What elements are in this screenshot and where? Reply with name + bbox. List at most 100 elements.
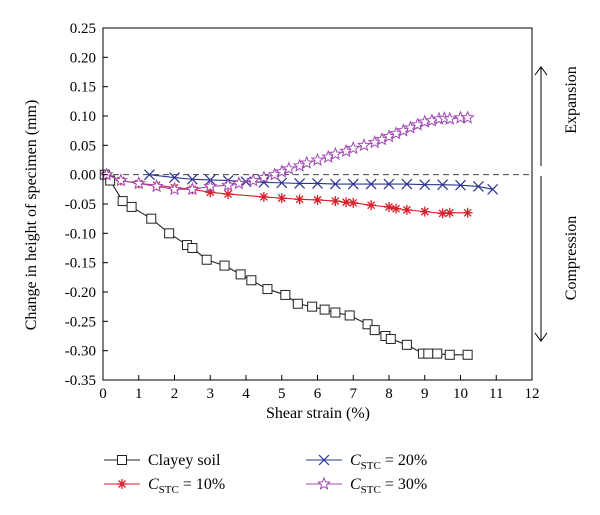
x-tick-label: 9 xyxy=(421,386,429,402)
y-axis-label: Change in height of specimen (mm) xyxy=(23,100,40,331)
expansion-label: Expansion xyxy=(563,66,580,134)
data-point-cross xyxy=(276,177,288,189)
legend-var: C xyxy=(350,476,361,493)
data-point-square xyxy=(219,260,230,271)
data-point-square xyxy=(117,455,127,465)
series-line xyxy=(106,174,468,214)
series-line xyxy=(104,174,468,356)
data-point-star xyxy=(356,137,371,152)
x-tick-label: 10 xyxy=(453,386,468,402)
x-tick-label: 2 xyxy=(171,386,179,402)
x-tick-label: 6 xyxy=(314,386,322,402)
data-point-square xyxy=(330,307,341,318)
legend-label-c10: CSTC = 10% xyxy=(148,476,225,496)
data-point-star xyxy=(203,179,218,193)
data-point-square xyxy=(126,201,137,212)
legend-marker-cross xyxy=(318,454,330,466)
data-point-cross xyxy=(487,183,499,195)
y-tick-label: -0.05 xyxy=(65,197,96,213)
legend-label-c20: CSTC = 20% xyxy=(350,452,427,472)
data-point-square xyxy=(201,254,212,265)
data-point-square xyxy=(187,243,198,253)
y-tick-label: -0.25 xyxy=(65,314,96,330)
legend-sub: STC xyxy=(361,484,381,496)
data-point-square xyxy=(369,325,380,336)
data-point-cross xyxy=(186,173,198,185)
legend-item-c30: CSTC = 30% xyxy=(306,476,427,496)
compression-arrow-head xyxy=(534,332,548,342)
y-tick-label: 0.25 xyxy=(70,21,96,37)
data-point-cross xyxy=(294,178,306,189)
y-tick-label: -0.10 xyxy=(65,226,96,242)
data-point-cross xyxy=(419,179,431,191)
data-point-star xyxy=(99,167,114,181)
y-tick-label: 0.00 xyxy=(70,168,96,184)
data-point-cross xyxy=(312,178,323,189)
data-point-cross xyxy=(365,178,377,190)
x-tick-label: 7 xyxy=(350,386,358,402)
x-tick-label: 12 xyxy=(525,386,540,402)
legend-item-c10: CSTC = 10% xyxy=(104,476,225,496)
data-point-square xyxy=(462,349,473,360)
y-tick-label: -0.30 xyxy=(65,344,96,360)
legend: Clayey soil CSTC = 10% CSTC = 20% CSTC =… xyxy=(104,452,427,496)
data-point-cross xyxy=(258,176,270,188)
data-point-star xyxy=(346,140,361,155)
x-axis-label: Shear strain (%) xyxy=(266,405,370,422)
data-point-star xyxy=(310,152,325,166)
data-point-star xyxy=(442,111,457,125)
x-tick-label: 11 xyxy=(489,386,503,402)
y-tick-label: 0.15 xyxy=(70,80,96,96)
data-point-square xyxy=(423,348,434,359)
legend-rest: = 10% xyxy=(179,476,225,493)
data-point-square xyxy=(117,196,128,207)
y-tick-label: 0.20 xyxy=(70,50,96,66)
data-point-square xyxy=(401,339,412,350)
data-point-star xyxy=(167,181,182,196)
axes: 0 1 2 3 4 5 6 7 8 9 10 11 12-0.35-0.30-0.25-0.20-0.1… xyxy=(65,21,540,402)
x-tick-label: 3 xyxy=(207,386,215,402)
expansion-annotation: Expansion xyxy=(534,66,580,166)
y-tick-label: -0.35 xyxy=(65,373,96,389)
series-asterisk xyxy=(101,169,473,219)
data-point-square xyxy=(307,301,318,312)
data-point-square xyxy=(280,289,291,300)
data-point-cross xyxy=(401,178,413,190)
data-point-square xyxy=(262,284,273,295)
x-tick-label: 1 xyxy=(135,386,143,402)
data-point-square xyxy=(444,349,455,360)
series-square xyxy=(99,169,473,360)
data-point-square xyxy=(146,213,157,224)
series-star xyxy=(99,110,475,196)
data-point-cross xyxy=(169,172,180,184)
data-point-cross xyxy=(144,169,155,181)
data-point-star xyxy=(246,173,261,187)
data-point-star xyxy=(221,177,236,192)
compression-annotation: Compression xyxy=(534,176,580,342)
series-line xyxy=(149,174,493,190)
data-point-star xyxy=(299,155,314,169)
legend-var: C xyxy=(148,476,159,493)
data-point-square xyxy=(292,298,303,309)
data-point-cross xyxy=(437,179,449,191)
data-point-cross xyxy=(455,179,466,191)
data-point-star xyxy=(460,110,475,124)
data-point-square xyxy=(164,228,175,239)
legend-var: C xyxy=(350,452,361,469)
legend-item-c20: CSTC = 20% xyxy=(306,452,427,472)
data-point-square xyxy=(362,319,373,330)
x-tick-label: 8 xyxy=(385,386,393,402)
data-point-cross xyxy=(347,178,359,190)
legend-sub: STC xyxy=(361,460,381,472)
data-point-square xyxy=(319,304,330,315)
data-point-square xyxy=(246,275,257,286)
data-point-star xyxy=(113,173,128,187)
data-point-star xyxy=(131,176,146,190)
expansion-arrow-head xyxy=(534,66,548,76)
data-point-cross xyxy=(329,178,341,190)
data-point-star xyxy=(281,161,296,175)
data-point-square xyxy=(344,310,355,321)
data-point-star xyxy=(328,146,343,161)
legend-marker-square xyxy=(117,455,127,465)
